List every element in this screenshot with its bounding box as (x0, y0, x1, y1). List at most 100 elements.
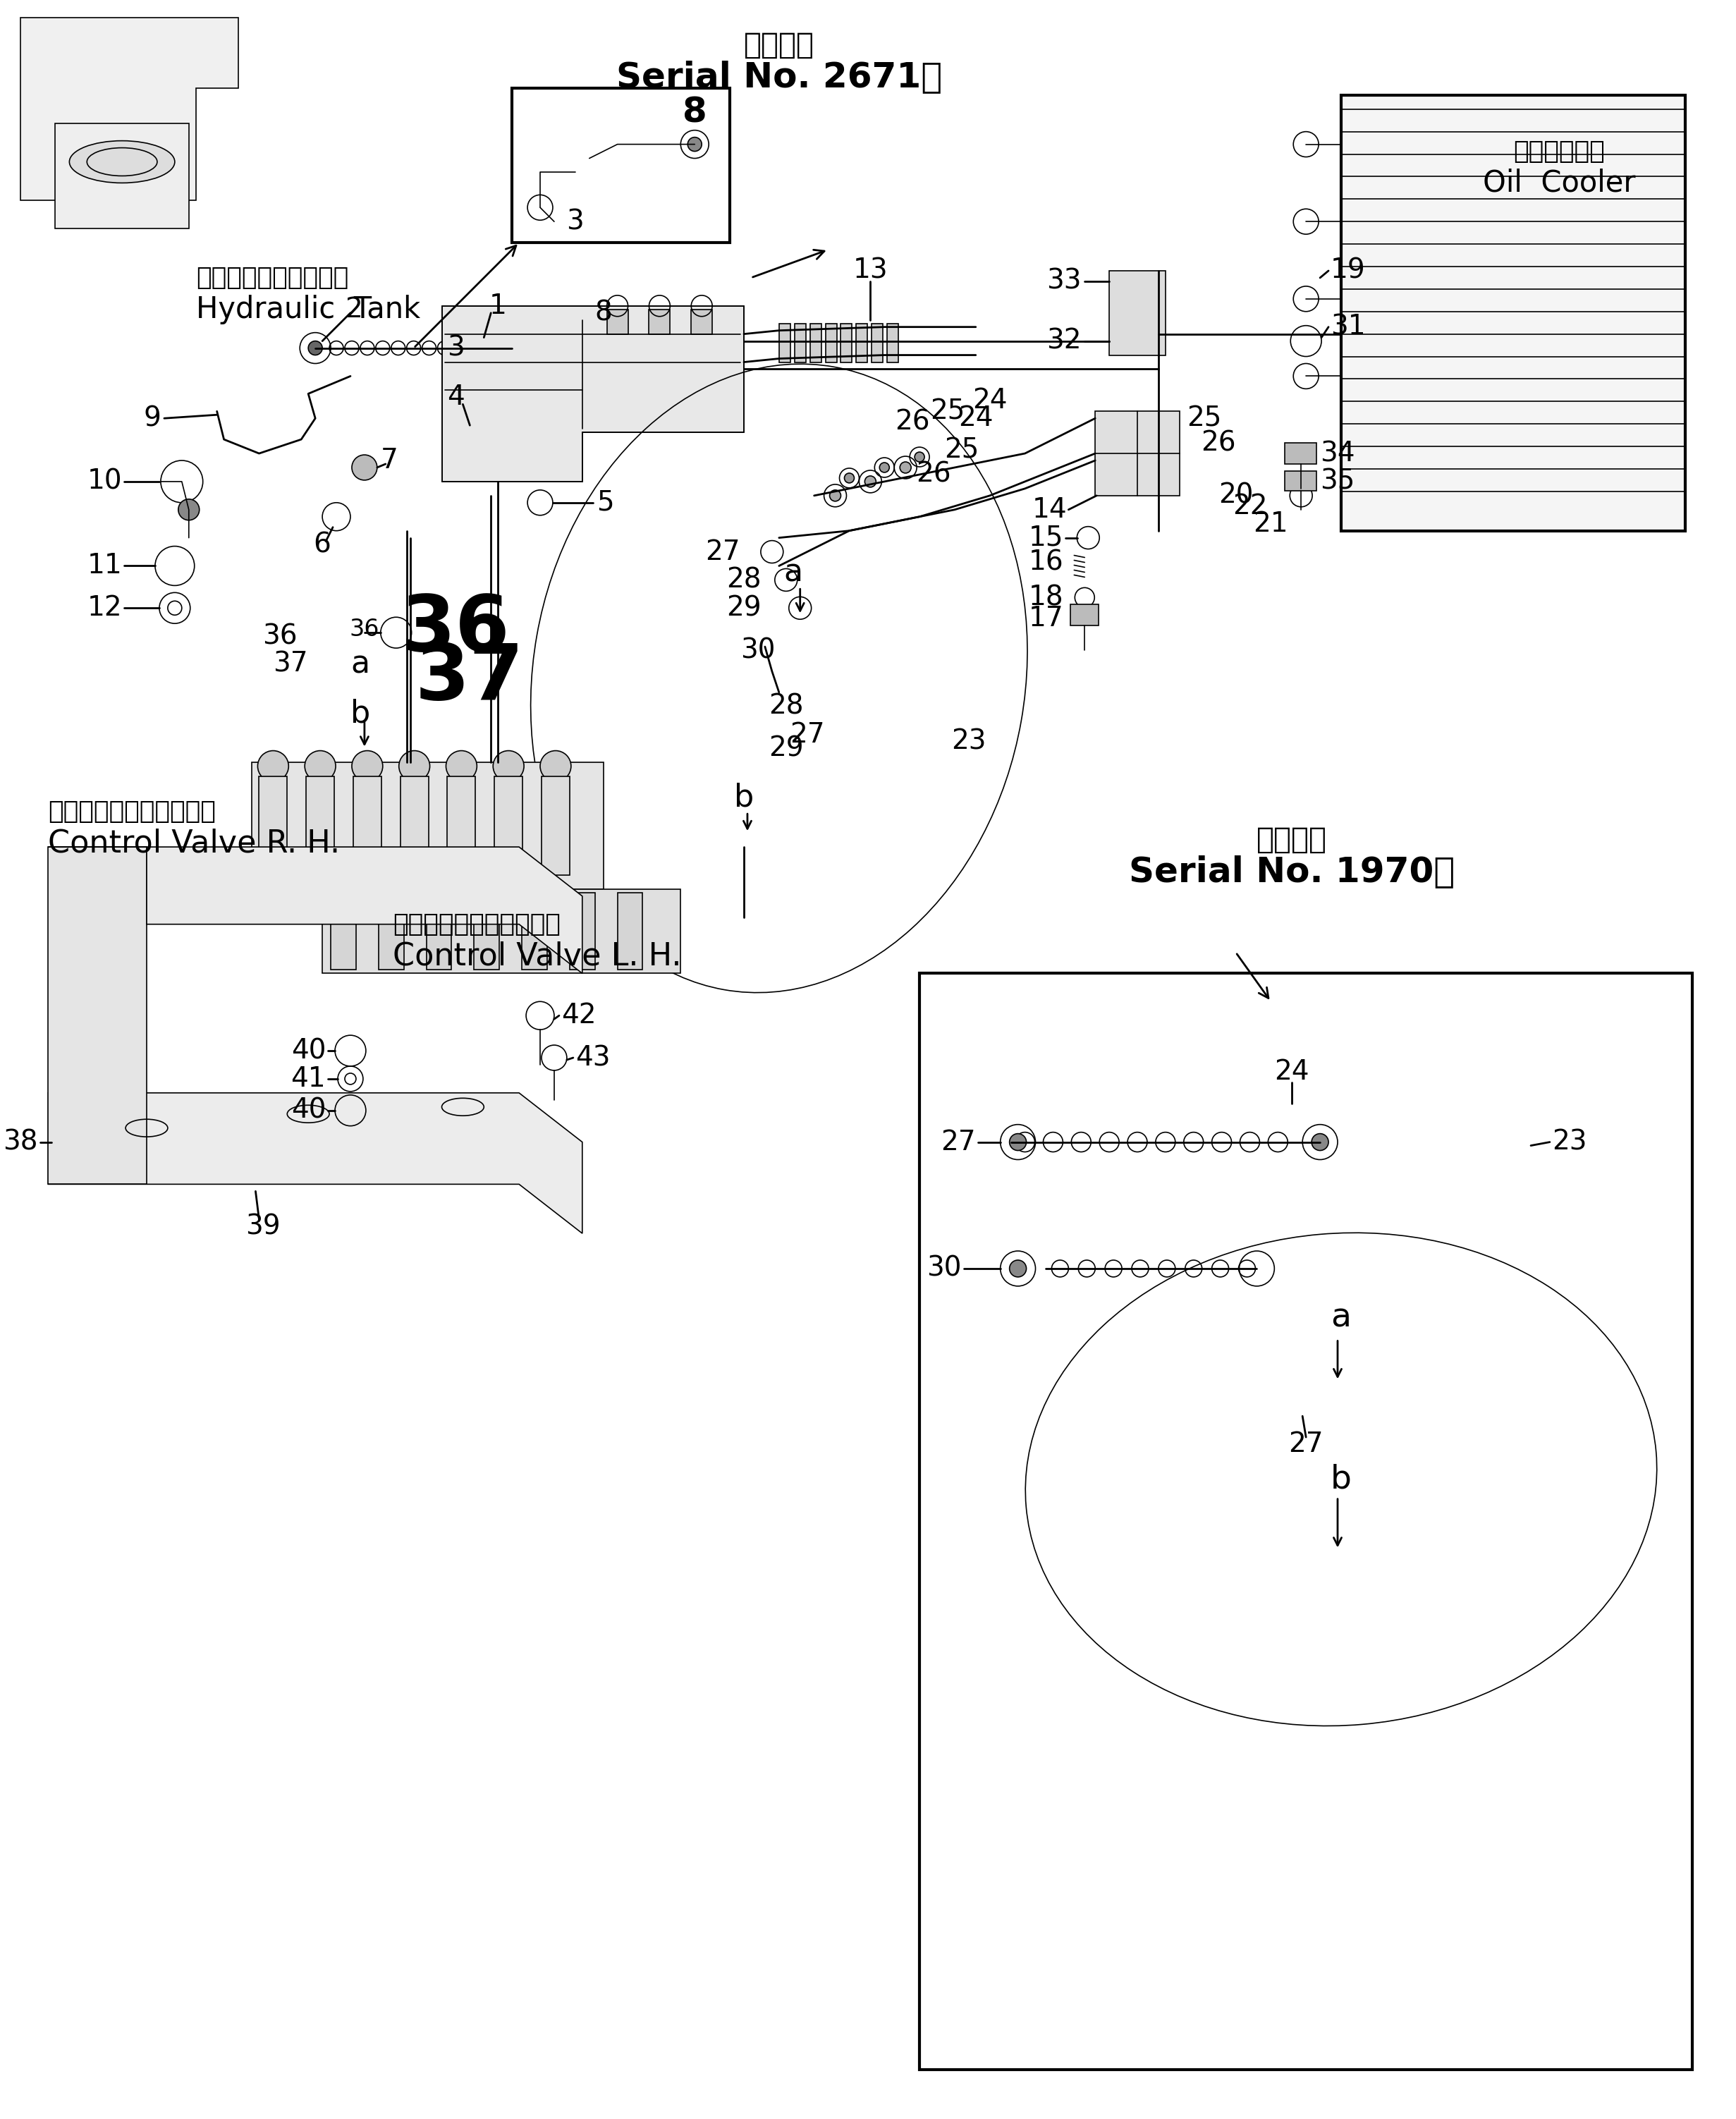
Circle shape (1312, 1134, 1328, 1151)
Text: Control Valve R. H.: Control Valve R. H. (49, 829, 340, 858)
Text: 26: 26 (896, 409, 930, 434)
Circle shape (540, 750, 571, 782)
Text: Serial No. 1970～: Serial No. 1970～ (1128, 854, 1455, 888)
Text: 8: 8 (595, 299, 613, 326)
Text: オイルクーラ: オイルクーラ (1514, 140, 1604, 163)
Bar (401, 778, 429, 875)
Text: 42: 42 (561, 1002, 595, 1030)
Text: 41: 41 (292, 1066, 326, 1091)
Bar (352, 778, 382, 875)
Bar (608, 309, 628, 335)
Ellipse shape (69, 140, 175, 182)
Text: 35: 35 (1319, 468, 1354, 496)
Circle shape (880, 462, 889, 473)
Bar (920, 973, 1693, 2070)
Text: 9: 9 (142, 405, 161, 432)
Polygon shape (49, 848, 582, 973)
Circle shape (352, 750, 382, 782)
Circle shape (1009, 1261, 1026, 1278)
Text: a: a (351, 648, 370, 680)
Bar (448, 778, 476, 875)
Bar (569, 892, 595, 971)
Polygon shape (323, 890, 681, 973)
Text: コントロールバルブ右側: コントロールバルブ右側 (49, 799, 215, 824)
Bar (259, 778, 286, 875)
Text: 36: 36 (349, 617, 380, 640)
Text: 21: 21 (1253, 511, 1288, 536)
Bar (649, 309, 670, 335)
Polygon shape (252, 763, 604, 890)
Text: 24: 24 (972, 388, 1007, 413)
Text: 8: 8 (682, 95, 707, 129)
Bar (332, 892, 356, 971)
Text: 19: 19 (1330, 256, 1366, 284)
Bar (495, 778, 523, 875)
Text: Oil  Cooler: Oil Cooler (1483, 167, 1635, 197)
Circle shape (844, 473, 854, 483)
Text: 23: 23 (1552, 1129, 1587, 1155)
Text: 40: 40 (292, 1098, 326, 1123)
Text: 37: 37 (415, 640, 524, 716)
Text: 30: 30 (927, 1254, 962, 1282)
Text: 31: 31 (1330, 314, 1366, 341)
Text: 36: 36 (401, 591, 510, 667)
Text: 33: 33 (1047, 267, 1082, 295)
Bar (1109, 271, 1165, 356)
Bar (840, 324, 852, 362)
Circle shape (446, 750, 477, 782)
Text: a: a (783, 557, 802, 589)
Text: 18: 18 (1029, 585, 1064, 610)
Polygon shape (49, 848, 146, 1185)
Text: 10: 10 (87, 468, 122, 496)
Text: 36: 36 (262, 623, 297, 651)
Circle shape (915, 451, 925, 462)
Text: b: b (734, 782, 753, 814)
Circle shape (352, 456, 377, 481)
Text: 11: 11 (87, 553, 122, 578)
Text: 20: 20 (1219, 483, 1253, 509)
Text: 27: 27 (1288, 1430, 1323, 1458)
Text: 4: 4 (448, 384, 465, 411)
Text: 適用号機: 適用号機 (743, 30, 814, 59)
Text: 17: 17 (1028, 606, 1064, 631)
Text: 25: 25 (944, 437, 979, 464)
Text: 24: 24 (958, 405, 993, 432)
Circle shape (179, 500, 200, 519)
Text: コントロールバルブ左側: コントロールバルブ左側 (392, 913, 561, 937)
Text: 16: 16 (1028, 549, 1064, 576)
Circle shape (257, 750, 288, 782)
Text: 3: 3 (566, 208, 583, 235)
Bar (542, 778, 569, 875)
Bar (825, 324, 837, 362)
Polygon shape (441, 305, 745, 481)
Bar (811, 324, 821, 362)
Bar (1285, 443, 1316, 464)
Text: b: b (351, 699, 370, 729)
Polygon shape (49, 1093, 582, 1233)
Text: 40: 40 (292, 1038, 326, 1064)
Bar (474, 892, 500, 971)
Bar (779, 324, 790, 362)
Polygon shape (21, 17, 238, 201)
Circle shape (493, 750, 524, 782)
Circle shape (830, 489, 840, 502)
Bar (1285, 470, 1316, 492)
Bar (618, 892, 642, 971)
Text: 34: 34 (1319, 441, 1354, 466)
Bar (1342, 95, 1686, 530)
Text: 37: 37 (273, 651, 309, 678)
Text: 23: 23 (951, 729, 986, 754)
Bar (1095, 411, 1179, 496)
Circle shape (865, 477, 877, 487)
Text: 29: 29 (726, 595, 762, 621)
Text: 28: 28 (769, 693, 804, 720)
Bar (378, 892, 404, 971)
Text: 24: 24 (1274, 1057, 1309, 1085)
Text: 5: 5 (597, 489, 615, 517)
Circle shape (1009, 1134, 1026, 1151)
Text: 43: 43 (575, 1045, 609, 1070)
Text: 27: 27 (705, 538, 740, 566)
Bar (427, 892, 451, 971)
Text: 14: 14 (1033, 496, 1068, 523)
Text: 適用号機: 適用号機 (1257, 824, 1328, 854)
